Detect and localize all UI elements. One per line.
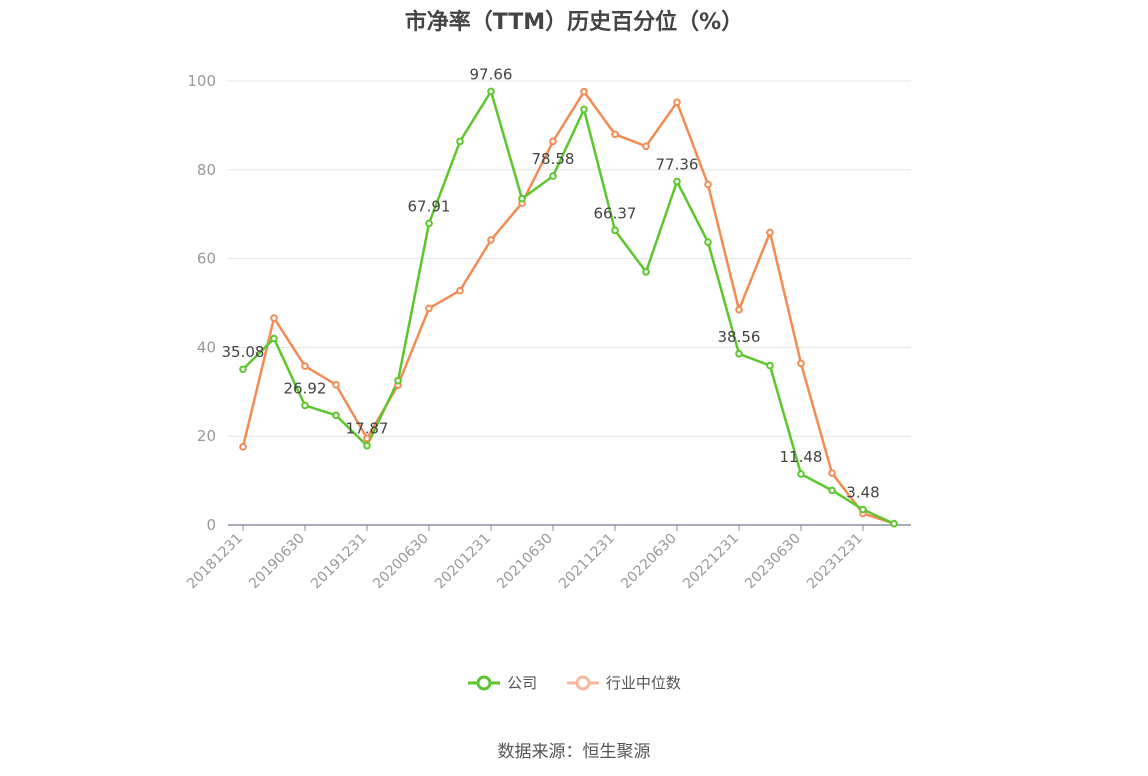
company-point (363, 441, 371, 450)
industry-point (456, 286, 464, 295)
industry-line (241, 90, 895, 525)
y-tick-label: 40 (197, 338, 216, 356)
company-point (828, 486, 836, 495)
x-tick-label: 20201231 (432, 531, 494, 593)
company-point (580, 105, 588, 114)
legend-company-label: 公司 (507, 674, 538, 692)
legend: 公司 行业中位数 (0, 672, 1148, 695)
grid-lines (228, 80, 911, 437)
y-tick-label: 20 (197, 427, 216, 445)
company-point (611, 226, 619, 235)
x-tick-label: 20211231 (556, 531, 618, 593)
x-tick-label: 20231231 (804, 531, 866, 593)
legend-industry-label: 行业中位数 (605, 674, 681, 692)
industry-point (611, 130, 619, 139)
company-point (487, 87, 495, 96)
series-lines (241, 90, 895, 525)
legend-industry-marker-icon (566, 675, 599, 690)
x-tick-label: 20230630 (742, 531, 804, 593)
industry-point (270, 314, 278, 322)
data-source: 数据来源：恒生聚源 (497, 742, 651, 762)
x-tick-label: 20200630 (370, 531, 432, 593)
legend-item-company[interactable]: 公司 (467, 672, 537, 693)
data-label: 78.58 (532, 150, 575, 168)
industry-point (735, 305, 743, 314)
data-label: 35.08 (222, 343, 265, 361)
company-point (549, 172, 557, 180)
company-point (890, 519, 898, 528)
industry-point (580, 87, 588, 96)
industry-point (766, 228, 774, 237)
y-tick-label: 60 (197, 250, 216, 268)
data-label: 17.87 (346, 420, 389, 438)
x-tick-label: 20220630 (618, 531, 680, 593)
data-label: 66.37 (594, 204, 637, 222)
company-point (766, 361, 774, 370)
industry-point (797, 359, 805, 368)
company-point (301, 401, 309, 410)
data-labels: 35.08 26.92 17.87 67.91 97.66 78.58 66.37 77.36… (222, 65, 880, 501)
x-tick-label: 20210630 (494, 531, 556, 593)
chart-title: 市净率（TTM）历史百分位（%） (404, 10, 744, 35)
industry-point (332, 380, 340, 389)
data-label: 67.91 (408, 197, 451, 215)
company-point (270, 334, 278, 343)
data-label: 38.56 (718, 328, 761, 346)
x-tick-label: 20191231 (308, 531, 370, 593)
industry-point (828, 469, 836, 477)
industry-point (673, 98, 681, 107)
y-axis: 0 20 40 60 80 100 (187, 72, 216, 534)
company-point (425, 219, 433, 228)
company-point (642, 268, 650, 276)
x-tick-label: 20221231 (680, 531, 742, 593)
company-point (673, 177, 681, 186)
company-point (797, 470, 805, 478)
legend-item-industry[interactable]: 行业中位数 (566, 672, 681, 693)
company-point (859, 505, 867, 514)
industry-point (704, 180, 712, 189)
industry-point (239, 443, 247, 451)
data-label: 3.48 (846, 484, 879, 502)
data-label: 11.48 (780, 448, 823, 466)
x-axis: 20181231 20190630 20191231 20200630 20201231… (184, 524, 911, 593)
data-label: 26.92 (284, 379, 327, 397)
company-point (456, 137, 464, 146)
company-point (704, 238, 712, 246)
x-tick-label: 20181231 (184, 531, 246, 593)
x-tick-label: 20190630 (246, 531, 308, 593)
data-label: 77.36 (656, 156, 699, 174)
industry-point (642, 142, 650, 151)
y-tick-label: 0 (206, 516, 216, 534)
industry-point (487, 236, 495, 244)
company-point (735, 349, 743, 358)
data-label: 97.66 (470, 65, 513, 83)
industry-point (301, 362, 309, 370)
industry-point (425, 304, 433, 313)
industry-point (549, 137, 557, 146)
y-tick-label: 80 (197, 161, 216, 179)
company-line (242, 90, 895, 525)
company-point (332, 411, 340, 420)
company-point (239, 365, 247, 374)
company-point (394, 376, 402, 385)
industry-point (363, 434, 371, 443)
series-points (239, 87, 898, 528)
company-point (518, 194, 526, 203)
legend-company-marker-icon (468, 675, 501, 690)
y-tick-label: 100 (187, 72, 216, 90)
